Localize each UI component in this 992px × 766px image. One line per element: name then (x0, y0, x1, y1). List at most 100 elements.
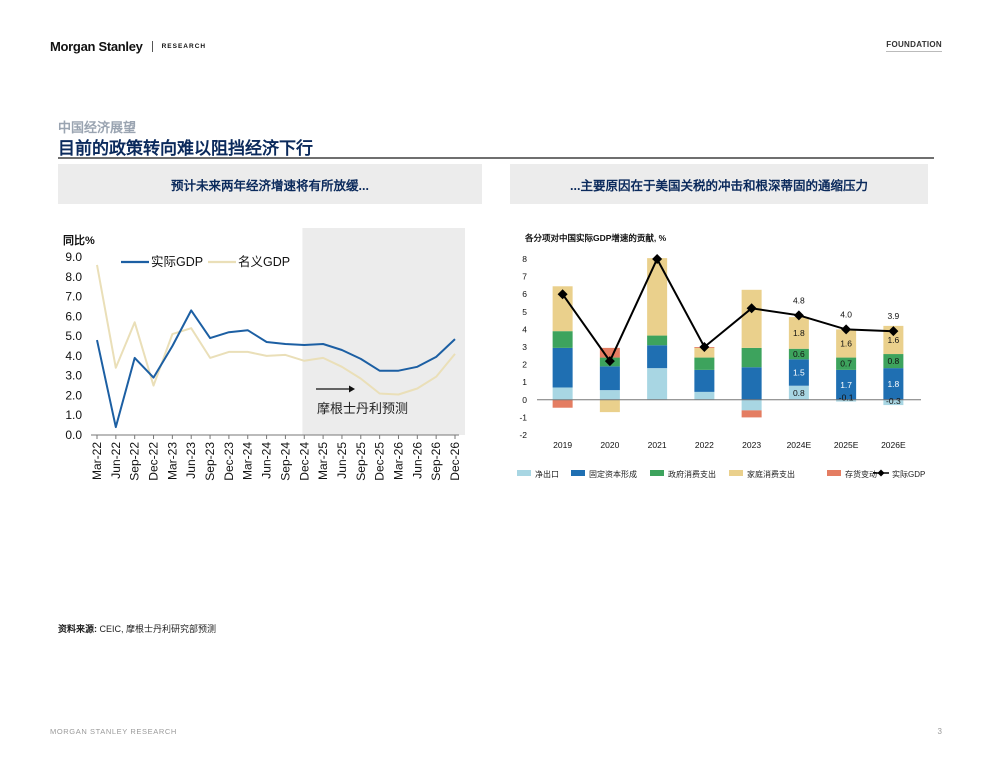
data-label: 1.6 (887, 335, 899, 345)
y-tick-label: 6 (522, 289, 527, 299)
y-tick-label: 7 (522, 272, 527, 282)
research-label: RESEARCH (161, 42, 207, 50)
x-tick-label: 2025E (834, 440, 859, 450)
legend-label: 实际GDP (151, 254, 203, 269)
fixed-investment-bar (552, 347, 573, 388)
household-consumption-bar (836, 329, 857, 358)
inventory-bar (599, 347, 620, 358)
real-gdp-point (746, 303, 757, 314)
y-axis-label: 同比% (63, 233, 95, 247)
data-label: 1.8 (793, 328, 805, 338)
legend-swatch (517, 470, 531, 476)
x-tick-label: Dec-26 (448, 442, 462, 481)
fixed-investment-bar (647, 345, 668, 369)
x-tick-label: Jun-23 (184, 442, 198, 479)
y-tick-label: 5.0 (65, 329, 82, 343)
title-rule (58, 157, 934, 159)
x-tick-label: Mar-22 (90, 442, 104, 480)
data-label: 4.0 (840, 309, 852, 319)
net-exports-bar (883, 399, 904, 406)
x-tick-label: Mar-23 (165, 442, 179, 480)
fixed-investment-bar (741, 367, 762, 400)
real-gdp-point (652, 254, 663, 264)
gdp-growth-line-chart: 0.0 1.0 2.0 3.0 4.0 5.0 6.0 7.0 8.0 9.0 Mar-22 Jun… (63, 228, 465, 481)
net-exports-bar (694, 391, 715, 400)
data-label: 1.8 (887, 379, 899, 389)
real-gdp-point (793, 310, 804, 321)
x-tick-label: Jun-25 (335, 442, 349, 479)
x-tick-label: Dec-24 (297, 442, 311, 481)
forecast-shade (302, 228, 465, 435)
brand-logo: Morgan Stanley (50, 38, 143, 54)
footer-text: MORGAN STANLEY RESEARCH (50, 727, 177, 736)
net-exports-bar (741, 399, 762, 411)
gov-consumption-bar (883, 354, 904, 369)
x-tick-label: 2023 (742, 440, 761, 450)
legend-label: 存货变动 (845, 469, 877, 479)
inventory-bar (552, 399, 573, 408)
y-tick-label: -1 (519, 412, 527, 422)
legend-label: 实际GDP (892, 469, 925, 479)
x-tick-label: Dec-25 (373, 442, 387, 481)
gov-consumption-bar (552, 331, 573, 348)
data-label: 0.8 (793, 388, 805, 398)
data-label: 0.8 (887, 356, 899, 366)
y-axis-ticks: -2 -1 0 1 2 3 4 5 6 7 8 (519, 254, 527, 440)
chart-title: 各分项对中国实际GDP增速的贡献, % (524, 233, 667, 243)
y-tick-label: 2 (522, 360, 527, 370)
real-gdp-point (557, 289, 568, 300)
data-label: 1.6 (840, 338, 852, 348)
x-tick-label: 2021 (648, 440, 667, 450)
data-label: 0.6 (793, 349, 805, 359)
legend-label: 政府消费支出 (668, 469, 716, 479)
legend-label: 净出口 (535, 469, 559, 479)
y-tick-label: 4.0 (65, 349, 82, 363)
data-label: 1.5 (793, 368, 805, 378)
x-tick-label: Mar-26 (391, 442, 405, 480)
foundation-tag: FOUNDATION (886, 40, 942, 52)
x-tick-label: Jun-26 (410, 442, 424, 479)
real-gdp-point (699, 342, 710, 352)
household-consumption-bar (883, 325, 904, 355)
nominal-gdp-line (96, 264, 456, 396)
x-tick-label: Sep-25 (354, 442, 368, 481)
x-tick-label: Mar-25 (316, 442, 330, 480)
y-tick-label: 8.0 (65, 270, 82, 284)
household-consumption-bar (741, 289, 762, 348)
x-axis-ticks: Mar-22 Jun-22 Sep-22 Dec-22 Mar-23 Jun-23 Sep-… (90, 435, 462, 481)
header-divider (151, 40, 153, 52)
real-gdp-line (557, 254, 899, 367)
x-tick-label: 2026E (881, 440, 906, 450)
legend: 实际GDP 名义GDP (121, 254, 290, 269)
x-tick-label: 2019 (553, 440, 572, 450)
real-gdp-point (841, 324, 852, 335)
legend-label: 固定资本形成 (589, 469, 637, 479)
real-gdp-point (604, 356, 615, 367)
legend-swatch (827, 470, 841, 476)
legend-label: 名义GDP (238, 254, 290, 269)
data-labels: 0.8 1.5 0.6 1.8 -0.1 1.7 0.7 1.6 -0.3 1.8 0.8 1.6 4.… (793, 295, 901, 406)
legend-label: 家庭消费支出 (747, 469, 795, 479)
fixed-investment-bar (836, 369, 857, 400)
x-axis-ticks: 2019 2020 2021 2022 2023 2024E 2025E 2026E (553, 440, 906, 450)
y-tick-label: 3 (522, 342, 527, 352)
gov-consumption-bar (647, 335, 668, 346)
x-tick-label: Jun-24 (260, 442, 274, 479)
household-consumption-bar (694, 347, 715, 358)
gov-consumption-bar (741, 347, 762, 368)
y-tick-label: 0.0 (65, 428, 82, 442)
gov-consumption-bar (788, 348, 809, 360)
data-label: 3.9 (887, 311, 899, 321)
x-tick-label: Dec-22 (147, 442, 161, 481)
source-note: 资料来源: CEIC, 摩根士丹利研究部预测 (58, 622, 216, 635)
brand-header: Morgan Stanley RESEARCH (50, 36, 206, 56)
y-tick-label: -2 (519, 430, 527, 440)
real-gdp-polyline (561, 256, 894, 364)
household-consumption-bar (788, 317, 809, 349)
x-tick-label: Mar-24 (241, 442, 255, 480)
gov-consumption-bar (694, 357, 715, 370)
y-tick-label: 2.0 (65, 388, 82, 402)
legend: 净出口 固定资本形成 政府消费支出 家庭消费支出 存货变动 实际GDP (517, 469, 925, 479)
data-label: -0.3 (886, 396, 901, 406)
y-tick-label: 4 (522, 324, 527, 334)
